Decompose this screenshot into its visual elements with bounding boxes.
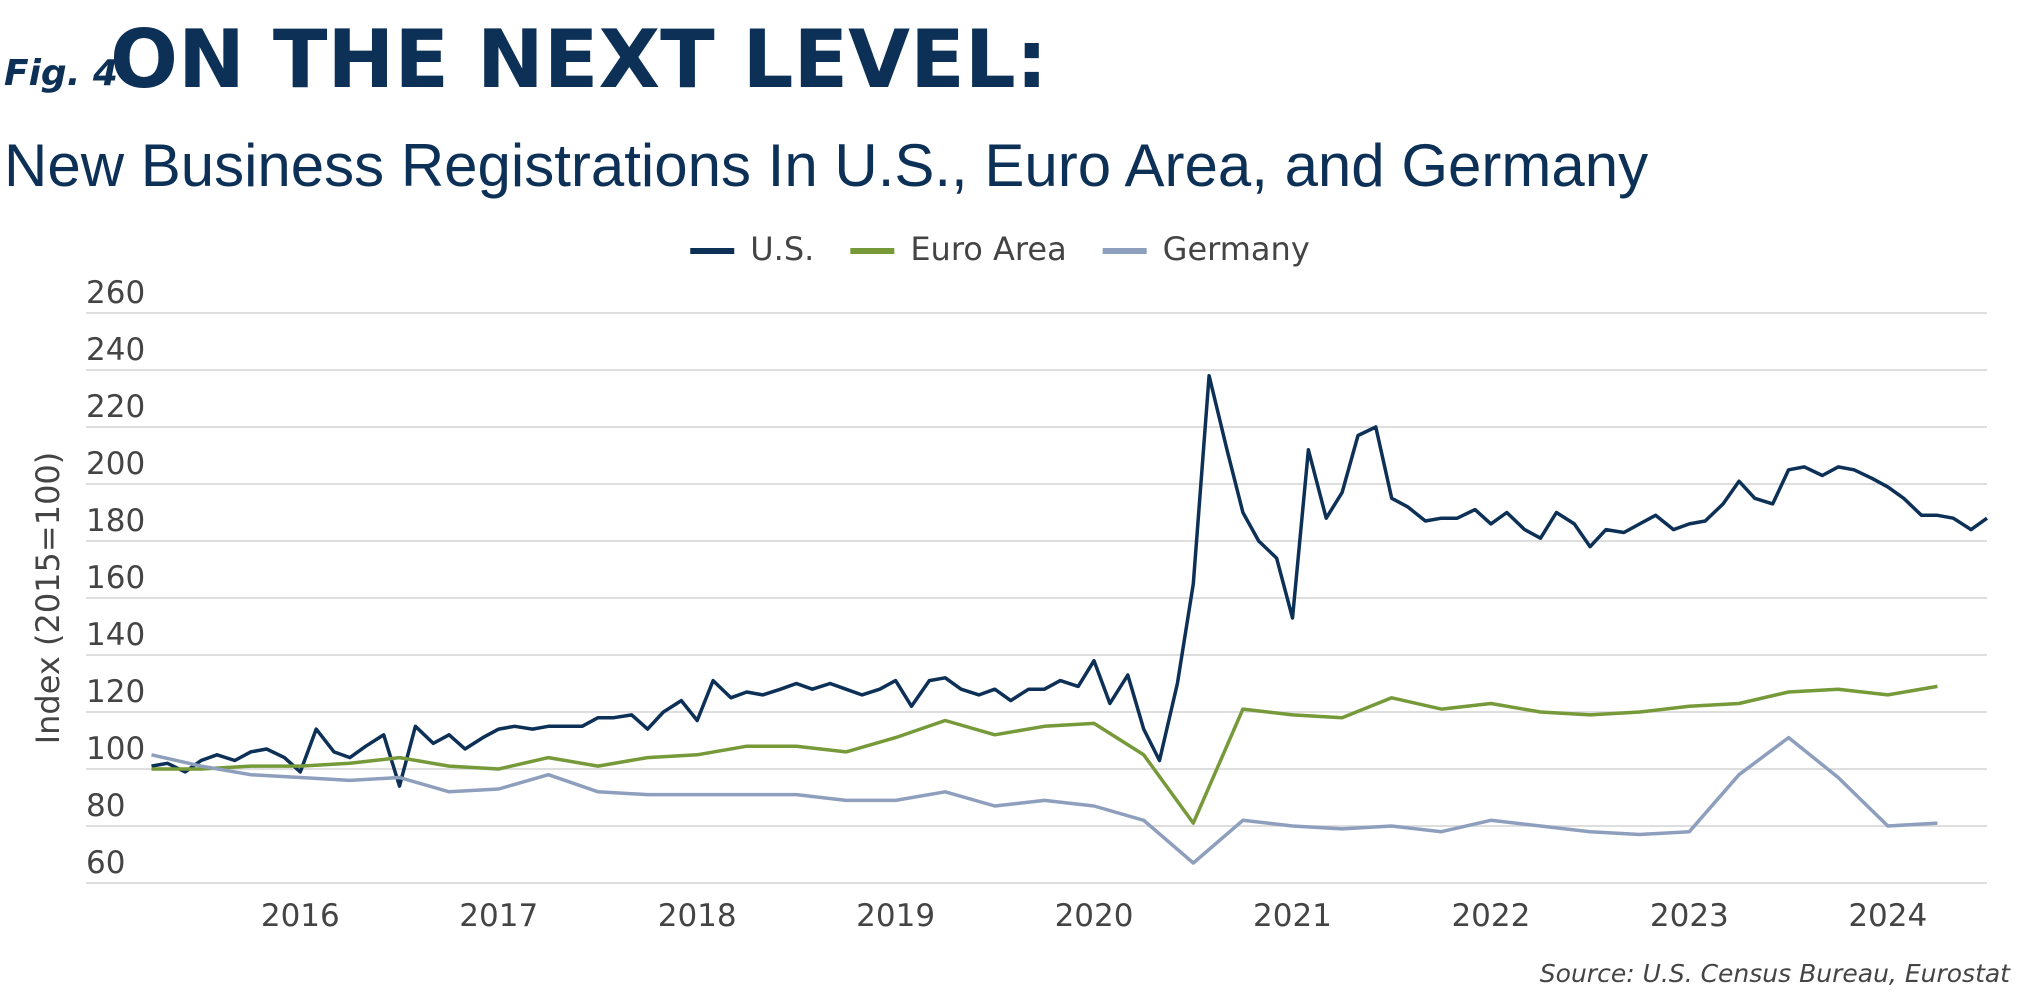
series-line (151, 373, 1989, 788)
chart-title: ON THE NEXT LEVEL: (110, 13, 1048, 106)
series-line (151, 735, 1938, 865)
x-tick-label: 2023 (1650, 898, 1729, 934)
y-tick-label: 160 (86, 560, 145, 596)
y-tick-label: 140 (86, 617, 145, 653)
y-tick-label: 120 (86, 674, 145, 710)
y-axis-label: Index (2015=100) (29, 452, 67, 745)
x-tick-label: 2016 (261, 898, 340, 934)
legend-label: Germany (1163, 230, 1310, 268)
x-tick-label: 2020 (1055, 898, 1134, 934)
legend-label: U.S. (750, 230, 814, 268)
x-tick-label: 2018 (658, 898, 737, 934)
y-tick-label: 220 (86, 389, 145, 425)
y-tick-label: 260 (86, 275, 145, 311)
y-tick-label: 180 (86, 503, 145, 539)
x-tick-label: 2021 (1253, 898, 1332, 934)
y-tick-label: 100 (86, 731, 145, 767)
x-tick-label: 2022 (1451, 898, 1530, 934)
x-tick-label: 2019 (856, 898, 935, 934)
chart-subtitle: New Business Registrations In U.S., Euro… (4, 132, 1648, 199)
y-tick-label: 60 (86, 845, 125, 881)
x-tick-label: 2024 (1848, 898, 1927, 934)
x-tick-label: 2017 (459, 898, 538, 934)
y-tick-label: 240 (86, 332, 145, 368)
source-note: Source: U.S. Census Bureau, Eurostat (1540, 959, 2011, 988)
figure-label: Fig. 4 (4, 53, 118, 94)
y-tick-label: 80 (86, 788, 125, 824)
series-line (151, 684, 1938, 825)
y-tick-label: 200 (86, 446, 145, 482)
legend-label: Euro Area (910, 230, 1066, 268)
